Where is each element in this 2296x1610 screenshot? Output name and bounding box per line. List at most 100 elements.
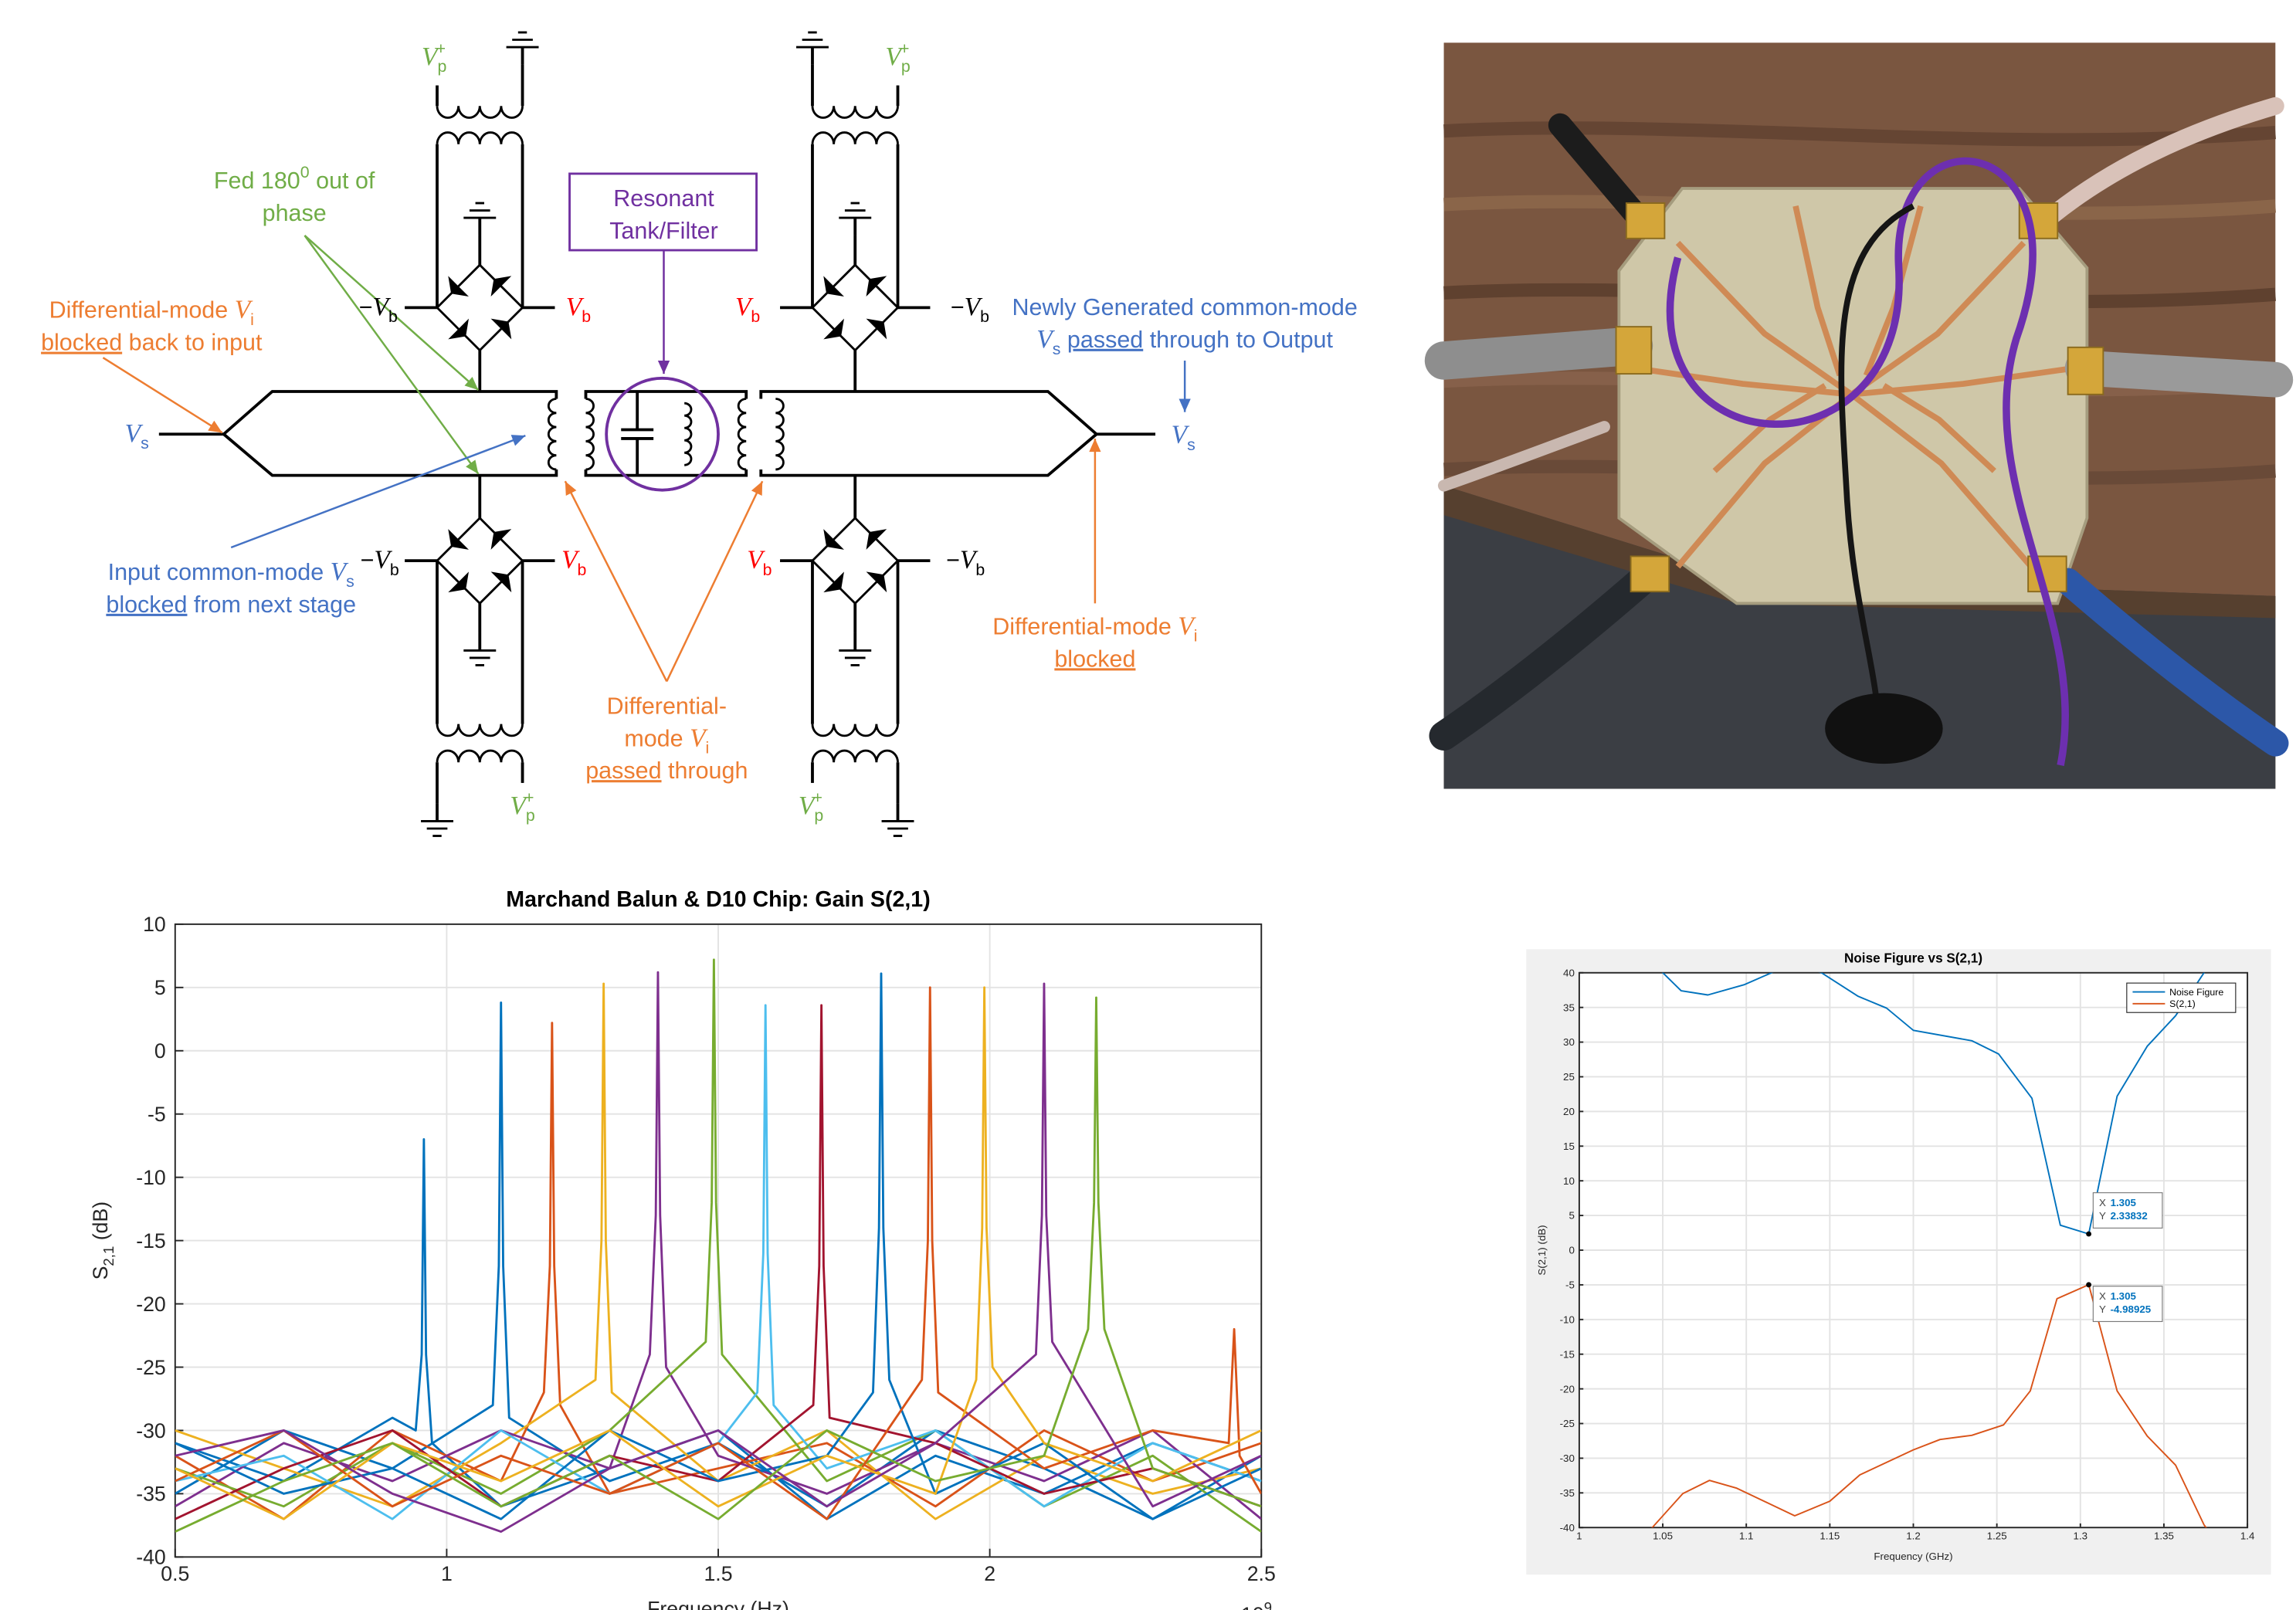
inductor	[775, 398, 785, 471]
text-span: V	[374, 546, 392, 575]
y-tick-label: 10	[143, 913, 166, 936]
chart: 1 1.05 1.1 1.15 1.2 1.25 1.3 1.35 1.4 -40 -35 -30 -2…	[1526, 949, 2271, 1575]
text-span: +	[524, 788, 534, 807]
datatip-value: 1.305	[2111, 1197, 2137, 1208]
series-line	[175, 986, 1262, 1520]
text-span: −	[951, 294, 965, 320]
y-tick-label: -25	[136, 1356, 166, 1379]
y-tick-label: -30	[136, 1419, 166, 1442]
arrow-head	[510, 435, 526, 446]
label-line: blocked back to input	[41, 330, 263, 356]
text-span: Differential-	[607, 693, 727, 719]
cable	[1437, 421, 1610, 492]
inductor	[737, 398, 747, 471]
x-tick-label: 2	[984, 1562, 995, 1585]
arrow-head	[657, 360, 670, 375]
diode	[490, 571, 512, 593]
text-span: passed	[585, 758, 661, 784]
diagram-label: Vp+	[422, 39, 446, 76]
y-tick-label: -25	[1560, 1418, 1575, 1429]
text-span: out of	[310, 168, 375, 194]
text-span: b	[763, 561, 772, 579]
x-axis-label: Frequency (GHz)	[1874, 1551, 1952, 1562]
text-span: through	[662, 758, 748, 784]
text-span: V	[331, 558, 349, 586]
datatip-marker	[2086, 1282, 2092, 1288]
legend-label: Noise Figure	[2169, 987, 2223, 998]
datatip-value: 1.305	[2111, 1290, 2137, 1302]
y-tick-label: 40	[1563, 967, 1575, 978]
y-tick-label: -5	[148, 1103, 166, 1126]
callout-arrow	[564, 480, 668, 682]
inductor	[811, 106, 899, 119]
y-tick-label: 30	[1563, 1036, 1575, 1048]
callout-arrow	[666, 480, 764, 682]
y-axis-label: S(2,1) (dB)	[1536, 1225, 1548, 1275]
arrow-head	[466, 459, 479, 474]
text-span: 2,1	[100, 1246, 117, 1266]
label-line: Vb	[566, 293, 591, 326]
text-span: phase	[263, 200, 327, 226]
x-tick-label: 1.35	[2154, 1530, 2174, 1542]
x-tick-label: 1.05	[1653, 1530, 1673, 1542]
diagram-label: Resonant Tank/Filter	[609, 185, 718, 244]
label-line: mode Vi	[624, 724, 709, 757]
series-line	[175, 986, 1262, 1520]
inductor	[547, 398, 557, 471]
arrow-head	[751, 481, 763, 496]
datatip-box	[2092, 1192, 2163, 1229]
legend-box	[2126, 982, 2237, 1013]
text-span: through to Output	[1143, 327, 1333, 353]
callout-arrow	[304, 235, 480, 391]
arrow-head	[1089, 438, 1101, 452]
series-line	[175, 982, 1262, 1533]
wire	[222, 390, 558, 436]
text-span: Differential-mode	[992, 613, 1178, 639]
label-line: Differential-	[607, 693, 727, 719]
series-line	[1661, 972, 2206, 1235]
text-span: Tank/Filter	[609, 218, 718, 244]
probe-clip	[1825, 693, 1943, 764]
inductor	[684, 402, 693, 466]
label-line: −Vb	[946, 546, 985, 579]
series-line	[1651, 1283, 2207, 1528]
label-line: blocked	[1054, 646, 1135, 672]
y-tick-label: -35	[136, 1483, 166, 1506]
copper-trace	[1850, 391, 2033, 569]
inductor	[811, 131, 899, 144]
cable	[1429, 566, 1656, 751]
text-span: i	[706, 738, 710, 757]
pcb-photo	[1424, 42, 2294, 789]
datatip-text: X 1.305	[2099, 1197, 2137, 1208]
y-tick-label: 0	[154, 1039, 166, 1063]
diode	[490, 318, 512, 340]
text-span: i	[1194, 627, 1198, 646]
tank-circle	[605, 376, 720, 492]
diagram-label: Vb	[735, 293, 760, 326]
wire	[584, 469, 748, 477]
diagram-label: −Vb	[359, 293, 398, 326]
datatip-text: Y 2.33832	[2099, 1210, 2148, 1222]
datatip-text: Y -4.98925	[2099, 1303, 2152, 1315]
label-line: Vs passed through to Output	[1036, 325, 1333, 358]
label-line: Differential-mode Vi	[992, 612, 1197, 645]
chart: 0.5 1 1.5 2 2.5 -40 -35 -30 -25 -20 -15 -10 -5 0 5 10 Ma…	[89, 887, 1276, 1610]
axes-box	[1578, 971, 2249, 1529]
y-tick-label: -15	[1560, 1348, 1575, 1360]
label-line: Vp+	[799, 788, 823, 825]
diagram-label: Vb	[566, 293, 591, 326]
x-tick-label: 1.3	[2074, 1530, 2088, 1542]
datatip-text: X 1.305	[2099, 1290, 2137, 1302]
sma-connector	[1630, 555, 1670, 593]
x-tick-label: 2.5	[1247, 1562, 1276, 1585]
text-span: (dB)	[89, 1202, 112, 1246]
diagram-label: Vp+	[510, 788, 534, 825]
x-tick-label: 1	[441, 1562, 453, 1585]
text-span: b	[578, 561, 587, 579]
text-span: V	[1172, 421, 1190, 449]
label-line: Vp+	[885, 39, 910, 76]
